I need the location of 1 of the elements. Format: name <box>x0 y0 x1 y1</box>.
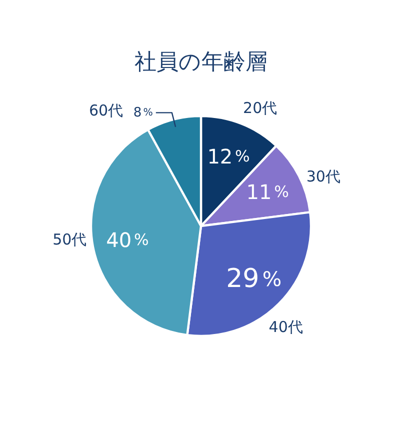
title: 社員の年齢層 <box>134 50 268 74</box>
